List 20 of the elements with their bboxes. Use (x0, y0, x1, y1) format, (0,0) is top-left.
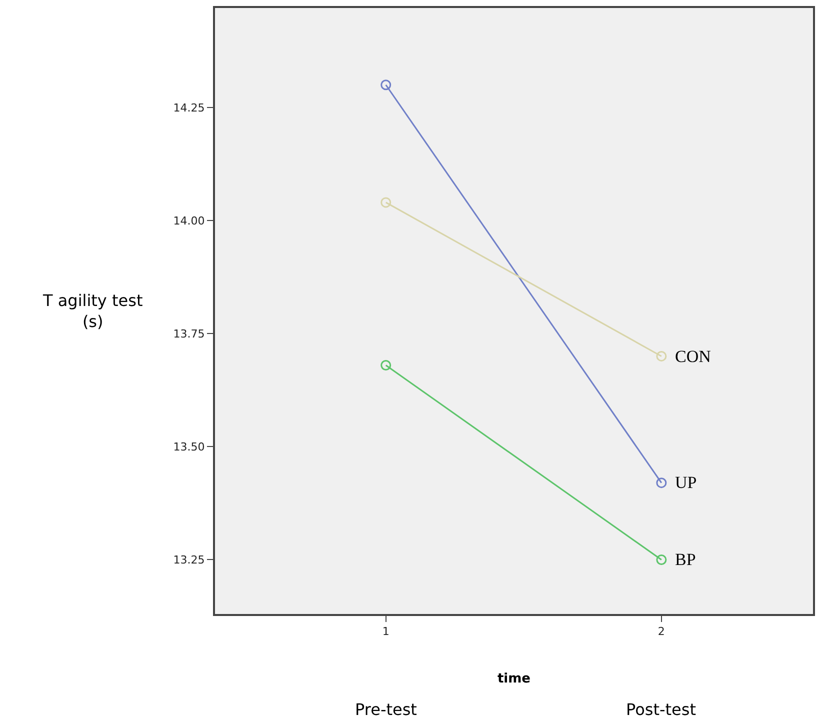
point (656, 350, 667, 362)
point (380, 197, 392, 208)
y-tick-label: 13.50 (173, 440, 205, 454)
y-tick-label: 13.25 (173, 554, 205, 567)
series-label: CON (675, 347, 711, 366)
text: Pre-test (355, 700, 417, 719)
point (656, 478, 667, 488)
x-tick-label: 1 (382, 625, 390, 638)
y-tick-label: 13.75 (173, 327, 205, 340)
x-axis-title: time (497, 671, 531, 686)
y-tick-label: 14.25 (173, 101, 205, 114)
point (380, 80, 392, 90)
point (656, 554, 667, 565)
x-tick-label: 2 (658, 625, 665, 638)
y-axis-title: T agility test (s) (42, 291, 143, 331)
y-tick-label: 14.00 (173, 214, 205, 228)
series-label: UP (675, 473, 697, 492)
series-label: BP (675, 550, 696, 569)
text: Post-test (626, 700, 696, 719)
point (380, 360, 392, 371)
